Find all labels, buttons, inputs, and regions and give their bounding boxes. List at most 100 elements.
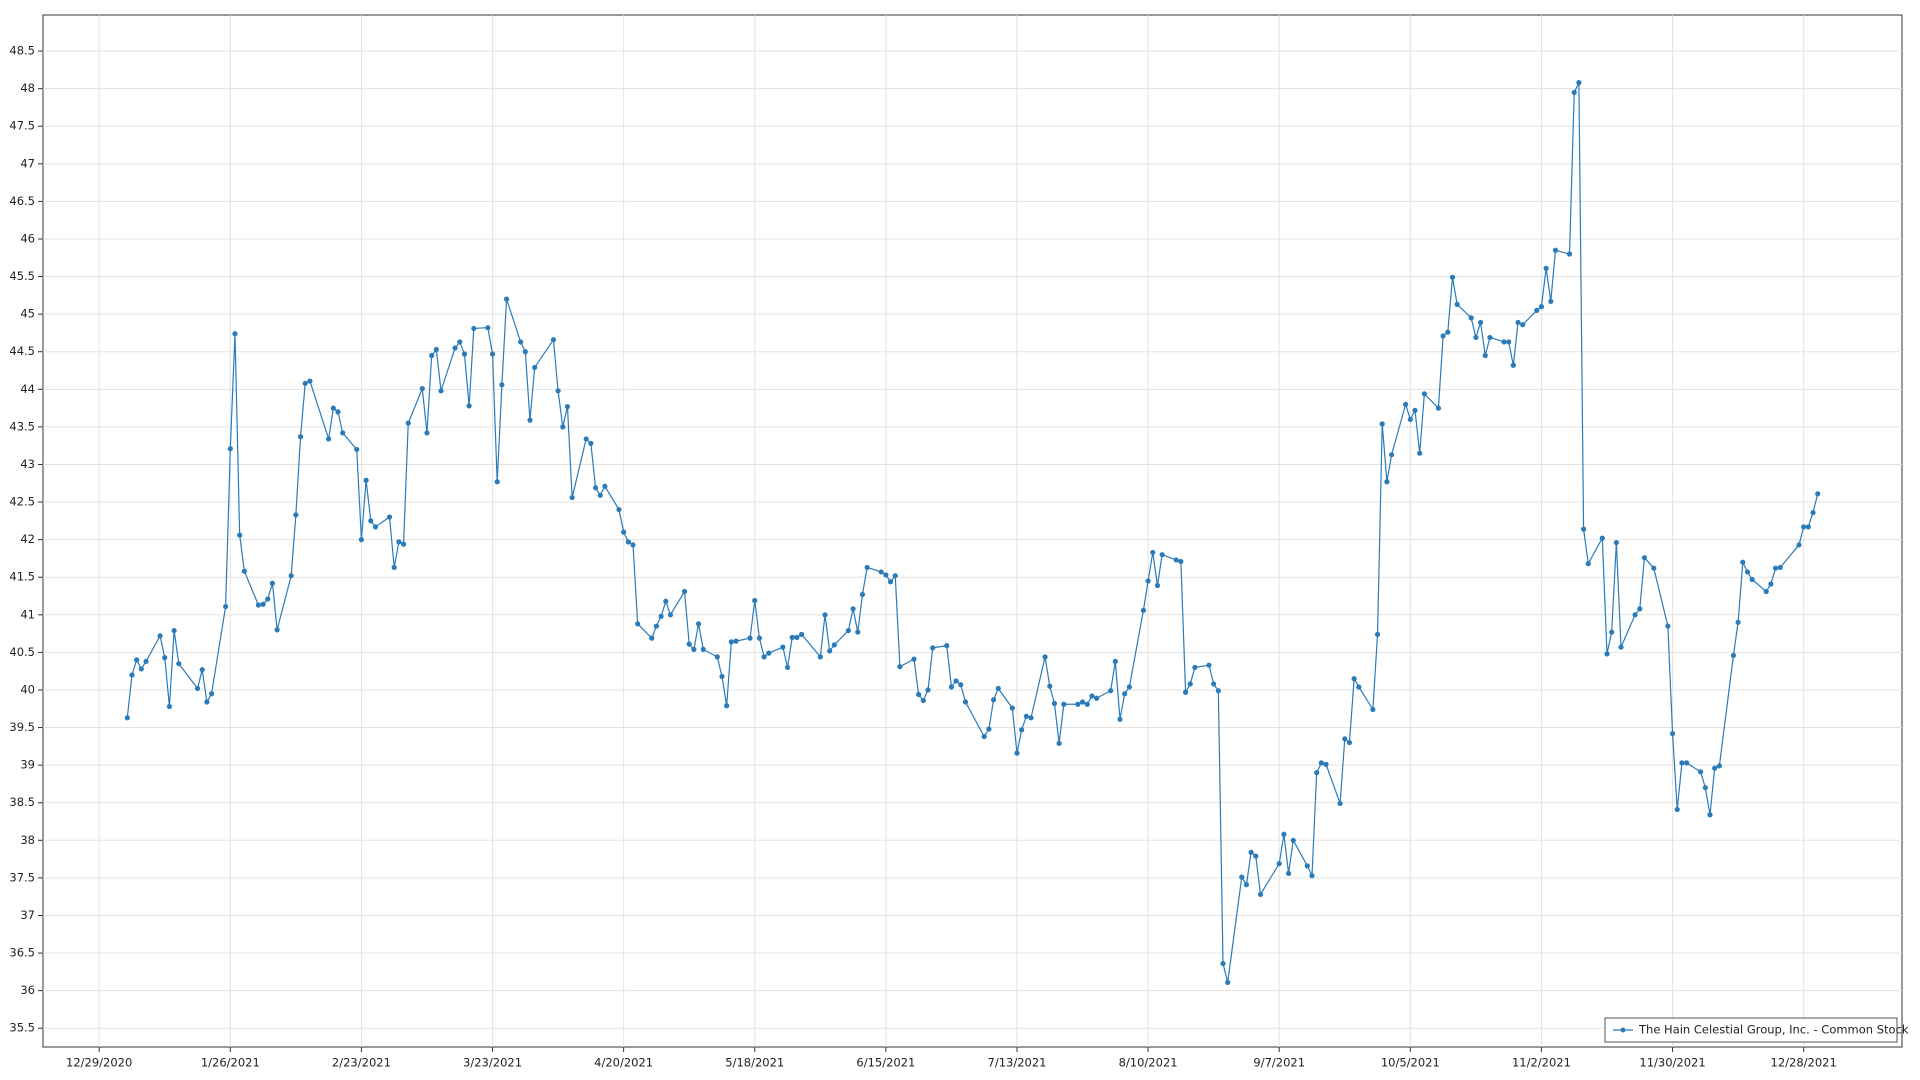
data-point [1749, 576, 1755, 583]
x-tick-label: 9/7/2021 [1253, 1056, 1305, 1070]
data-point [1445, 329, 1451, 335]
data-point [1735, 619, 1741, 625]
data-point [405, 420, 411, 426]
data-point [948, 684, 955, 690]
data-point [232, 331, 238, 337]
data-point [681, 588, 688, 595]
data-point [1477, 319, 1484, 326]
data-point [1187, 681, 1193, 687]
data-point [354, 446, 360, 453]
data-point [241, 568, 247, 574]
data-point [1763, 588, 1769, 595]
data-point [223, 603, 229, 610]
data-point [368, 518, 374, 524]
data-point [1084, 701, 1090, 707]
data-point [494, 479, 500, 485]
data-point [1089, 693, 1095, 699]
data-point [986, 726, 992, 732]
data-point [1243, 882, 1250, 888]
x-tick-label: 10/5/2021 [1381, 1056, 1440, 1070]
data-point [1257, 891, 1264, 898]
data-point [1374, 631, 1381, 637]
data-point [461, 351, 468, 357]
data-point [592, 485, 599, 491]
y-tick-label: 37 [20, 908, 35, 922]
x-tick-label: 6/15/2021 [856, 1056, 915, 1070]
data-point [1056, 740, 1062, 746]
data-point [134, 657, 140, 663]
data-point [850, 606, 856, 612]
data-point [892, 573, 898, 579]
data-point [424, 430, 430, 436]
data-point [293, 512, 299, 518]
data-point [1388, 452, 1395, 458]
data-point [438, 388, 444, 394]
data-point [780, 644, 786, 650]
data-point [1009, 705, 1015, 711]
data-point [1112, 658, 1118, 665]
data-point [658, 613, 664, 619]
data-point [602, 483, 608, 489]
data-point [649, 635, 655, 641]
data-point [307, 378, 313, 384]
data-point [1014, 750, 1020, 756]
data-point [550, 337, 557, 343]
data-point [1599, 535, 1605, 541]
data-point [1051, 700, 1058, 707]
data-point [1182, 689, 1189, 695]
data-point [564, 404, 571, 410]
y-tick-label: 48.5 [9, 44, 35, 58]
data-point [883, 572, 889, 578]
data-point [1613, 540, 1619, 546]
data-point [499, 382, 505, 388]
y-tick-label: 41 [20, 607, 35, 621]
data-point [1515, 319, 1521, 326]
y-tick-label: 40.5 [9, 645, 35, 659]
data-point [162, 655, 168, 661]
data-point [635, 621, 641, 627]
data-point [1318, 760, 1324, 766]
data-point [1618, 644, 1624, 650]
data-point [1075, 701, 1081, 707]
data-point [569, 494, 575, 501]
data-point [944, 643, 950, 649]
data-point [827, 648, 833, 654]
y-tick-label: 47 [20, 156, 35, 170]
x-tick-label: 2/23/2021 [332, 1056, 391, 1070]
data-point [1178, 558, 1184, 565]
x-tick-label: 11/30/2021 [1639, 1056, 1705, 1070]
data-point [1712, 765, 1718, 771]
data-point [1220, 960, 1226, 967]
data-point [452, 345, 458, 351]
data-point [1805, 524, 1811, 530]
data-point [1384, 479, 1390, 485]
y-tick-label: 38.5 [9, 795, 35, 809]
data-point [1028, 715, 1034, 721]
plot-area [42, 14, 1903, 1048]
data-point [208, 691, 215, 697]
data-point [1117, 716, 1123, 722]
data-point [1323, 761, 1329, 767]
data-point [138, 666, 144, 672]
data-point [555, 388, 561, 394]
data-point [1211, 681, 1217, 687]
data-point [1159, 552, 1165, 558]
y-tick-label: 37.5 [9, 870, 35, 884]
data-point [1632, 612, 1638, 618]
data-point [157, 633, 163, 639]
data-point [471, 325, 477, 332]
data-point [1665, 623, 1671, 629]
data-point [724, 703, 730, 709]
data-point [1047, 683, 1053, 689]
data-point [391, 564, 397, 571]
data-point [166, 703, 173, 710]
data-point [176, 661, 182, 667]
x-tick-label: 5/18/2021 [725, 1056, 784, 1070]
x-tick-label: 7/13/2021 [988, 1056, 1047, 1070]
data-point [630, 542, 636, 548]
data-point [1538, 304, 1545, 310]
data-point [1440, 333, 1446, 339]
y-tick-label: 39 [20, 758, 35, 772]
data-point [1285, 870, 1292, 876]
x-tick-label: 12/28/2021 [1771, 1056, 1837, 1070]
